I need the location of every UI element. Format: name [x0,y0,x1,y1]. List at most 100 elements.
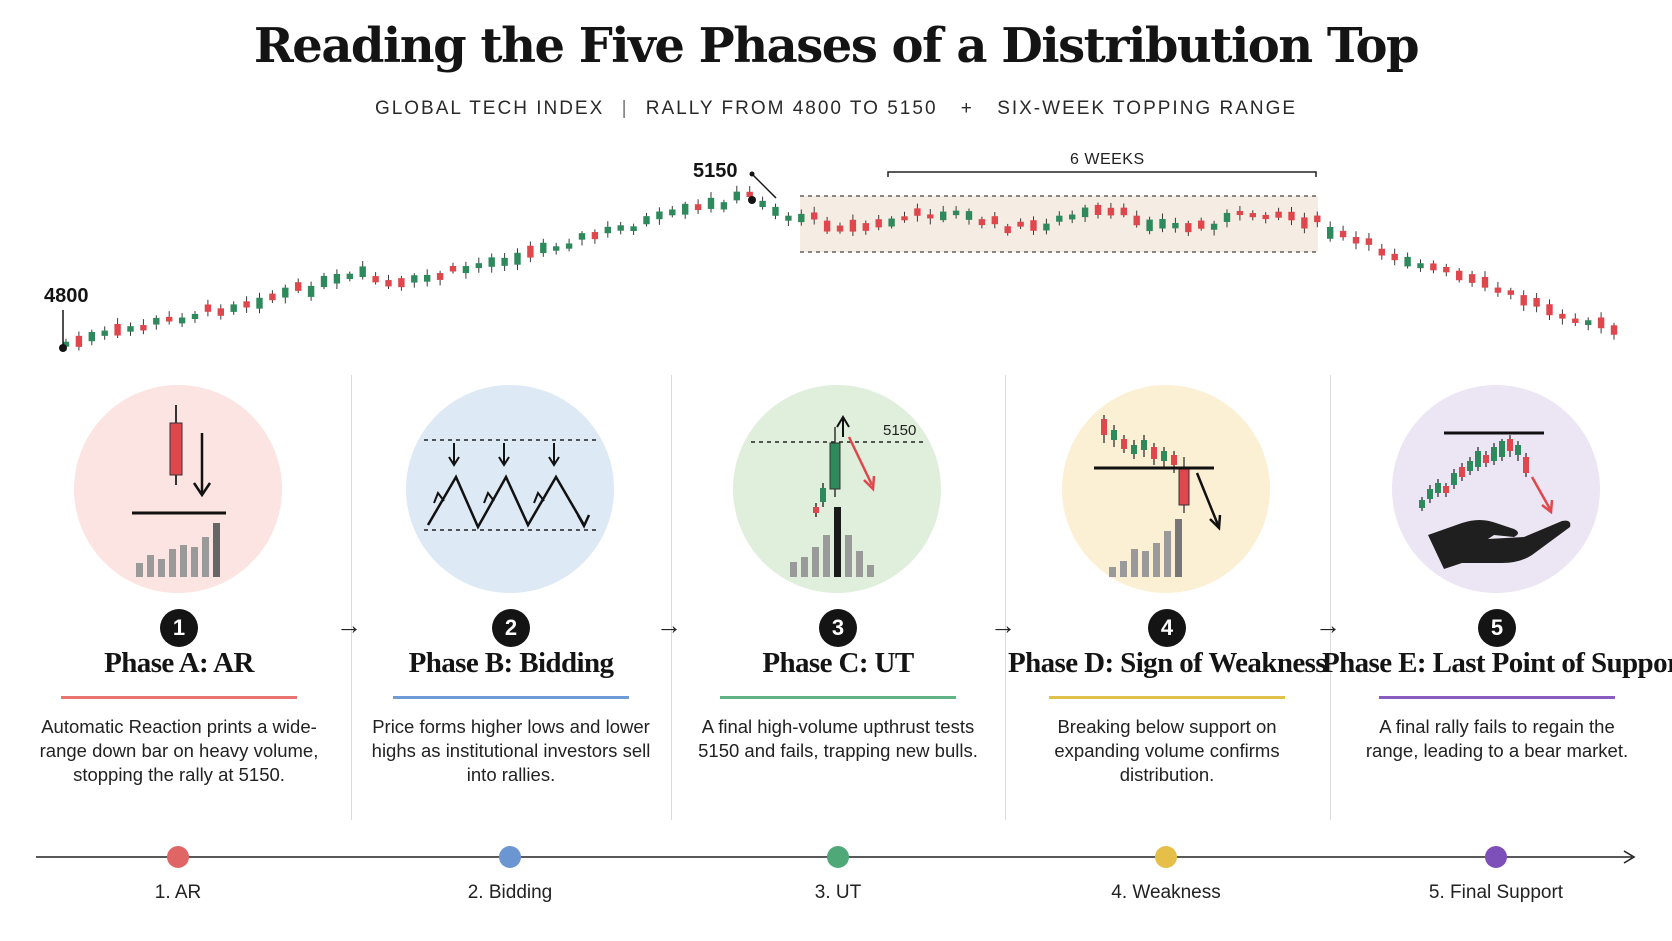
candle-body [1301,217,1308,229]
phase-underline [61,696,297,699]
candle-body [1159,218,1166,229]
candle-body [811,212,818,220]
candle-body [1610,325,1618,335]
candle-body [153,317,160,325]
candle-body [1391,253,1398,261]
candle-body [1327,227,1334,239]
candle-body [1520,295,1527,306]
phase-title: Phase B: Bidding [408,647,614,679]
candle-body [1494,287,1502,293]
candle-body [656,211,663,220]
candle-body [1223,212,1231,222]
phase-number-badge: 4 [1148,609,1186,647]
candle-body [682,203,689,215]
candle-body [385,280,392,287]
candle-body [823,220,831,232]
candle-body [436,273,444,280]
phase-description: Automatic Reaction prints a wide-range d… [39,716,319,785]
candle-body [320,275,328,288]
subtitle-plus: + [960,98,974,119]
phase-description: A final high-volume upthrust tests 5150 … [698,716,978,761]
column-divider [1005,375,1006,820]
phase-b-illustration [406,385,614,593]
candle-body [1056,215,1063,222]
candle-body [1533,298,1540,307]
candle-body [978,219,986,226]
candle-body [965,211,973,220]
candle-body [1572,318,1579,323]
candle-body [1185,223,1192,233]
six-week-bracket [887,171,1317,177]
candle-body [720,202,728,210]
timeline-label-final-support: 5. Final Support [1428,882,1564,903]
candle-body [1094,204,1102,215]
timeline-dot-weakness [1155,846,1177,868]
candle-body [398,278,405,288]
candle-body [217,308,224,316]
candle-body [630,226,637,232]
candle-body [1030,220,1037,231]
candle-body [1146,219,1153,232]
candle-body [746,191,753,198]
candle-body [1481,276,1489,288]
phase-title: Phase E: Last Point of Support [1322,647,1672,679]
candle-body [785,215,792,221]
candle-body [101,330,108,336]
candle-body [836,225,844,232]
candle-body [114,323,121,336]
candle-body [1559,313,1566,319]
open-hand-icon [1428,520,1571,569]
flow-arrow-icon: → [656,610,682,640]
candle-body [553,246,560,251]
candle-body [1069,214,1076,220]
subtitle-rally: RALLY FROM 4800 TO 5150 [645,98,938,119]
phase-underline [1379,696,1615,699]
candle-body [952,210,960,216]
candle-body [1365,238,1373,245]
candle-body [1443,266,1450,273]
candle-body [372,276,379,283]
candle-body [1198,220,1205,229]
column-divider [1330,375,1331,820]
candle-body [475,263,482,269]
candle-body [449,265,457,272]
peak-marker-line [751,173,777,199]
candle-body [1404,256,1411,267]
phase-title: Phase C: UT [762,647,914,679]
candle-body [1430,263,1437,271]
range-duration-label: 6 WEEKS [1070,151,1145,168]
phase-e-illustration [1392,385,1600,593]
candle-body [256,297,263,309]
candle-body [759,200,766,208]
page-subtitle: GLOBAL TECH INDEX | RALLY FROM 4800 TO 5… [0,98,1672,120]
phase-description: Breaking below support on expanding volu… [1054,716,1280,785]
candle-body [527,245,534,258]
candle-body [875,219,882,228]
candle-body [940,211,947,221]
candle-body [88,331,95,342]
candle-body [914,208,921,216]
phase-d-illustration [1062,385,1270,593]
timeline-dot-ut [827,846,849,868]
flow-arrow-icon: → [1315,610,1341,640]
ut-level-label: 5150 [883,422,916,439]
candle-body [888,218,895,227]
timeline-label-weakness: 4. Weakness [1111,882,1221,903]
column-divider [351,375,352,820]
candle-body [1507,290,1514,295]
candle-body [1314,215,1321,223]
candle-body [514,252,521,265]
phase-number-badge: 3 [819,609,857,647]
phase-title: Phase D: Sign of Weakness [1007,647,1327,679]
candle-body [578,233,586,240]
candle-body [1017,221,1024,227]
candle-body [1468,274,1476,283]
candle-body [1352,236,1360,244]
candle-body [1133,215,1140,226]
timeline-label-ut: 3. UT [814,882,862,903]
candle-body [204,304,212,312]
candle-body [862,223,869,231]
candle-body [178,317,186,324]
phase-number-badge: 2 [492,609,530,647]
candle-body [1120,207,1127,216]
